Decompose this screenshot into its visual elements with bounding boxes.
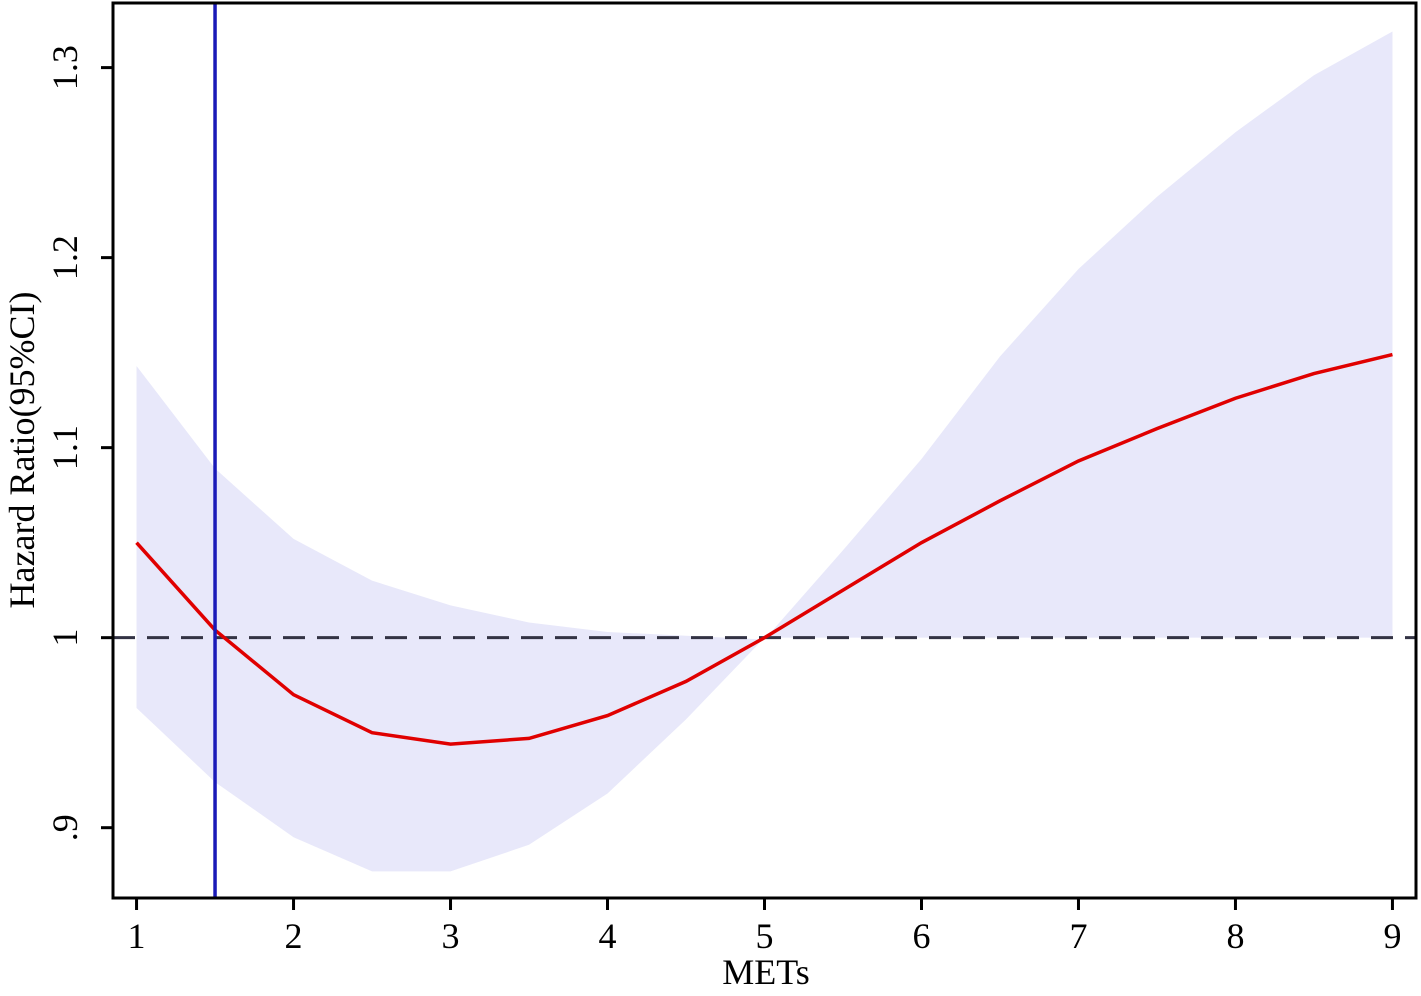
- x-axis-label: METs: [722, 952, 810, 992]
- ci-band: [136, 31, 1393, 872]
- y-tick-label: .9: [45, 814, 85, 841]
- x-tick-label: 2: [285, 916, 303, 956]
- y-tick-label: 1.3: [45, 45, 85, 90]
- y-tick-label: 1.2: [45, 235, 85, 280]
- x-tick-label: 7: [1069, 916, 1087, 956]
- x-tick-label: 1: [128, 916, 146, 956]
- x-tick-label: 3: [442, 916, 460, 956]
- y-tick-label: 1.1: [45, 425, 85, 470]
- y-tick-label: 1: [45, 629, 85, 647]
- y-axis-label: Hazard Ratio(95%CI): [2, 292, 42, 609]
- x-tick-label: 4: [599, 916, 617, 956]
- x-tick-label: 9: [1383, 916, 1401, 956]
- x-tick-label: 6: [912, 916, 930, 956]
- x-tick-label: 8: [1226, 916, 1244, 956]
- x-tick-label: 5: [756, 916, 774, 956]
- line: [135, 352, 1393, 746]
